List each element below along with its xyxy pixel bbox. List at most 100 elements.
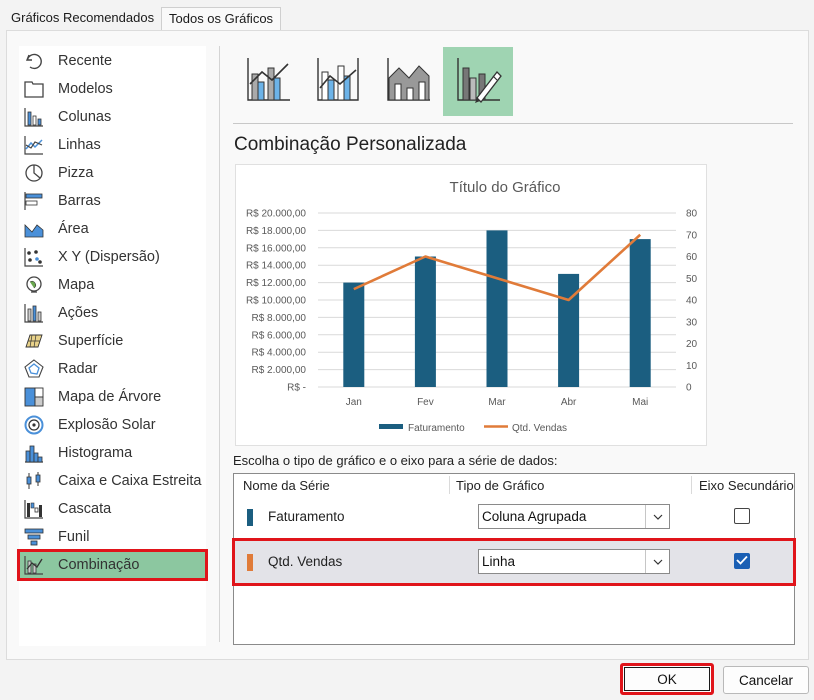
combo-chart-icon bbox=[23, 554, 45, 576]
sidebar-item-sunburst[interactable]: Explosão Solar bbox=[19, 411, 206, 439]
line-qtd-vendas bbox=[353, 233, 642, 302]
chart-type-value: Coluna Agrupada bbox=[482, 509, 587, 524]
separator bbox=[233, 123, 793, 124]
y-right-tick-label: 30 bbox=[686, 317, 698, 328]
sidebar-item-funnel[interactable]: Funil bbox=[19, 523, 206, 551]
sidebar-item-lines[interactable]: Linhas bbox=[19, 131, 206, 159]
y-left-tick-label: R$ - bbox=[287, 383, 306, 394]
secondary-axis-checkbox[interactable] bbox=[734, 553, 750, 569]
y-right-tick-label: 20 bbox=[686, 339, 698, 350]
sidebar-item-label: Combinação bbox=[58, 557, 140, 573]
sidebar-item-area[interactable]: Área bbox=[19, 215, 206, 243]
combo-chart: Título do Gráfico R$ - R$ 2.000,00 R$ 4.000… bbox=[246, 179, 698, 434]
sidebar-item-stock[interactable]: Ações bbox=[19, 299, 206, 327]
pie-chart-icon bbox=[23, 162, 45, 184]
x-tick-label: Mai bbox=[632, 397, 648, 408]
sidebar-item-label: Funil bbox=[58, 529, 90, 545]
series-name: Qtd. Vendas bbox=[268, 554, 343, 569]
sidebar-item-scatter[interactable]: X Y (Dispersão) bbox=[19, 243, 206, 271]
line-chart-icon bbox=[23, 134, 45, 156]
y-right-tick-label: 70 bbox=[686, 230, 698, 241]
y-right-tick-label: 0 bbox=[686, 383, 692, 394]
ok-button[interactable]: OK bbox=[620, 663, 714, 695]
y-left-tick-label: R$ 18.000,00 bbox=[246, 226, 306, 237]
y-right-tick-label: 50 bbox=[686, 274, 698, 285]
y-right-tick-label: 60 bbox=[686, 252, 698, 263]
radar-chart-icon bbox=[23, 358, 45, 380]
sidebar-item-treemap[interactable]: Mapa de Árvore bbox=[19, 383, 206, 411]
sidebar-item-pie[interactable]: Pizza bbox=[19, 159, 206, 187]
chart-title: Título do Gráfico bbox=[450, 179, 561, 196]
y-left-tick-label: R$ 14.000,00 bbox=[246, 261, 306, 272]
table-row[interactable]: Qtd. Vendas Linha bbox=[232, 538, 796, 586]
clustered-column-line-secondary-axis-icon bbox=[313, 54, 363, 109]
sidebar-item-histogram[interactable]: Histograma bbox=[19, 439, 206, 467]
sidebar-item-label: Radar bbox=[58, 361, 98, 377]
column-header-secondary-axis: Eixo Secundário bbox=[699, 478, 794, 493]
sidebar-item-label: Colunas bbox=[58, 109, 112, 125]
secondary-axis-checkbox[interactable] bbox=[734, 508, 750, 524]
series-table: Nome da Série Tipo de Gráfico Eixo Secun… bbox=[232, 473, 796, 645]
bar-chart-icon bbox=[23, 190, 45, 212]
sidebar-item-label: X Y (Dispersão) bbox=[58, 249, 160, 265]
section-title: Combinação Personalizada bbox=[234, 134, 467, 155]
undo-icon bbox=[23, 50, 45, 72]
bar-faturamento bbox=[558, 273, 580, 387]
cancel-button[interactable]: Cancelar bbox=[723, 666, 809, 694]
subtype-stacked-area-column[interactable] bbox=[373, 47, 443, 116]
legend-swatch-faturamento bbox=[379, 424, 403, 429]
subtype-custom-combination[interactable] bbox=[443, 47, 513, 116]
column-divider bbox=[449, 476, 450, 494]
series-color-swatch bbox=[247, 554, 253, 571]
sidebar-item-recent[interactable]: Recente bbox=[19, 47, 206, 75]
tab-all-charts[interactable]: Todos os Gráficos bbox=[161, 7, 282, 31]
x-tick-label: Jan bbox=[346, 397, 362, 408]
sidebar-item-columns[interactable]: Colunas bbox=[19, 103, 206, 131]
chart-preview: Título do Gráfico R$ - R$ 2.000,00 R$ 4.000… bbox=[235, 164, 707, 446]
y-left-tick-label: R$ 12.000,00 bbox=[246, 278, 306, 289]
subtype-clustered-column-line-secondary[interactable] bbox=[303, 47, 373, 116]
table-row[interactable]: Faturamento Coluna Agrupada bbox=[234, 495, 794, 539]
chart-type-value: Linha bbox=[482, 554, 516, 569]
chart-type-select[interactable]: Linha bbox=[478, 549, 670, 574]
bar-faturamento bbox=[343, 282, 365, 387]
sidebar-item-box-whisker[interactable]: Caixa e Caixa Estreita bbox=[19, 467, 206, 495]
sidebar-item-waterfall[interactable]: Cascata bbox=[19, 495, 206, 523]
sidebar-item-bars[interactable]: Barras bbox=[19, 187, 206, 215]
sidebar-item-label: Linhas bbox=[58, 137, 101, 153]
y-left-tick-label: R$ 4.000,00 bbox=[252, 348, 307, 359]
series-prompt-label: Escolha o tipo de gráfico e o eixo para … bbox=[233, 453, 558, 468]
box-whisker-chart-icon bbox=[23, 470, 45, 492]
x-tick-label: Fev bbox=[417, 397, 434, 408]
column-chart-icon bbox=[23, 106, 45, 128]
column-header-series-name: Nome da Série bbox=[243, 478, 330, 493]
sidebar-item-combo[interactable]: Combinação bbox=[17, 549, 208, 581]
custom-combination-icon bbox=[453, 54, 503, 109]
funnel-chart-icon bbox=[23, 526, 45, 548]
sidebar-item-label: Superfície bbox=[58, 333, 124, 349]
y-left-tick-label: R$ 2.000,00 bbox=[252, 365, 307, 376]
surface-chart-icon bbox=[23, 330, 45, 352]
area-chart-icon bbox=[23, 218, 45, 240]
sidebar-item-map[interactable]: Mapa bbox=[19, 271, 206, 299]
series-name: Faturamento bbox=[268, 509, 345, 524]
sidebar-item-label: Pizza bbox=[58, 165, 94, 181]
sidebar-item-templates[interactable]: Modelos bbox=[19, 75, 206, 103]
chevron-down-icon[interactable] bbox=[645, 550, 669, 573]
y-left-tick-label: R$ 20.000,00 bbox=[246, 209, 306, 220]
scatter-chart-icon bbox=[23, 246, 45, 268]
tab-recommended-charts[interactable]: Gráficos Recomendados bbox=[11, 10, 155, 25]
sidebar-divider bbox=[219, 46, 220, 642]
sidebar-item-radar[interactable]: Radar bbox=[19, 355, 206, 383]
x-tick-label: Abr bbox=[561, 397, 577, 408]
series-color-swatch bbox=[247, 509, 253, 526]
subtype-clustered-column-line[interactable] bbox=[233, 47, 303, 116]
sidebar-item-surface[interactable]: Superfície bbox=[19, 327, 206, 355]
chart-type-select[interactable]: Coluna Agrupada bbox=[478, 504, 670, 529]
column-divider bbox=[691, 476, 692, 494]
y-left-tick-label: R$ 16.000,00 bbox=[246, 243, 306, 254]
map-chart-icon bbox=[23, 274, 45, 296]
chevron-down-icon[interactable] bbox=[645, 505, 669, 528]
treemap-chart-icon bbox=[23, 386, 45, 408]
stacked-area-clustered-column-icon bbox=[383, 54, 433, 109]
